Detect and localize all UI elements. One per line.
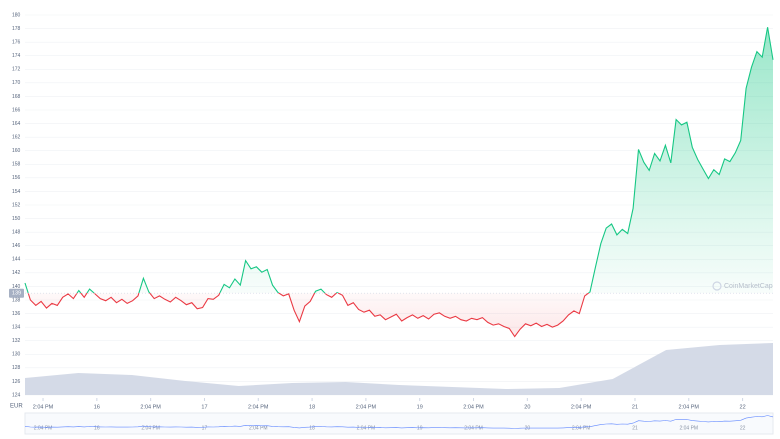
y-tick-label: 150	[12, 216, 21, 222]
x-tick-label: 21	[632, 404, 638, 410]
nav-tick-label: 2:04 PM	[357, 425, 376, 431]
nav-tick-label: 2:04 PM	[679, 425, 698, 431]
y-tick-label: 134	[12, 324, 21, 330]
y-tick-label: 152	[12, 202, 21, 208]
nav-tick-label: 16	[94, 425, 100, 431]
x-tick-label: 2:04 PM	[248, 404, 269, 410]
y-tick-label: 132	[12, 338, 21, 344]
y-tick-label: 156	[12, 175, 21, 181]
x-tick-label: 2:04 PM	[356, 404, 377, 410]
currency-label: EUR	[10, 404, 23, 410]
y-tick-label: 168	[12, 94, 21, 100]
x-tick-label: 19	[417, 404, 423, 410]
y-tick-label: 170	[12, 80, 21, 86]
nav-tick-label: 22	[740, 425, 746, 431]
y-tick-label: 126	[12, 379, 21, 385]
volume-area	[25, 343, 773, 395]
x-tick-label: 16	[94, 404, 100, 410]
nav-tick-label: 17	[202, 425, 208, 431]
nav-tick-label: 2:04 PM	[464, 425, 483, 431]
y-tick-label: 164	[12, 121, 21, 127]
y-tick-label: 140	[12, 284, 21, 290]
x-tick-label: 2:04 PM	[571, 404, 592, 410]
y-tick-label: 178	[12, 26, 21, 32]
price-line	[24, 27, 774, 338]
nav-tick-label: 2:04 PM	[141, 425, 160, 431]
x-tick-label: 2:04 PM	[463, 404, 484, 410]
baseline-badge	[9, 288, 24, 298]
y-tick-label: 142	[12, 270, 21, 276]
x-tick-label: 17	[201, 404, 207, 410]
y-tick-label: 128	[12, 365, 21, 371]
nav-tick-label: 21	[632, 425, 638, 431]
baseline-label: 139	[12, 291, 21, 297]
y-tick-label: 136	[12, 311, 21, 317]
price-area	[25, 27, 773, 337]
y-tick-label: 180	[12, 12, 21, 18]
y-tick-label: 176	[12, 39, 21, 45]
y-tick-label: 148	[12, 229, 21, 235]
y-tick-label: 130	[12, 352, 21, 358]
y-tick-label: 124	[12, 392, 21, 398]
nav-tick-label: 18	[309, 425, 315, 431]
nav-line	[24, 415, 774, 429]
x-tick-label: 22	[740, 404, 746, 410]
y-tick-label: 166	[12, 107, 21, 113]
y-tick-label: 138	[12, 297, 21, 303]
y-tick-label: 154	[12, 189, 21, 195]
x-tick-label: 2:04 PM	[140, 404, 161, 410]
navigator[interactable]	[24, 412, 774, 435]
nav-tick-label: 19	[417, 425, 423, 431]
nav-tick-label: 2:04 PM	[572, 425, 591, 431]
x-tick-label: 20	[524, 404, 530, 410]
y-tick-label: 146	[12, 243, 21, 249]
nav-tick-label: 2:04 PM	[249, 425, 268, 431]
y-tick-label: 174	[12, 53, 21, 59]
watermark: CoinMarketCap	[724, 283, 773, 290]
nav-tick-label: 2:04 PM	[34, 425, 53, 431]
y-tick-label: 162	[12, 134, 21, 140]
y-tick-label: 172	[12, 67, 21, 73]
x-tick-label: 18	[309, 404, 315, 410]
x-tick-label: 2:04 PM	[33, 404, 54, 410]
y-tick-label: 160	[12, 148, 21, 154]
y-tick-label: 158	[12, 162, 21, 168]
watermark-logo	[712, 281, 722, 291]
y-tick-label: 144	[12, 257, 21, 263]
x-tick-label: 2:04 PM	[679, 404, 700, 410]
